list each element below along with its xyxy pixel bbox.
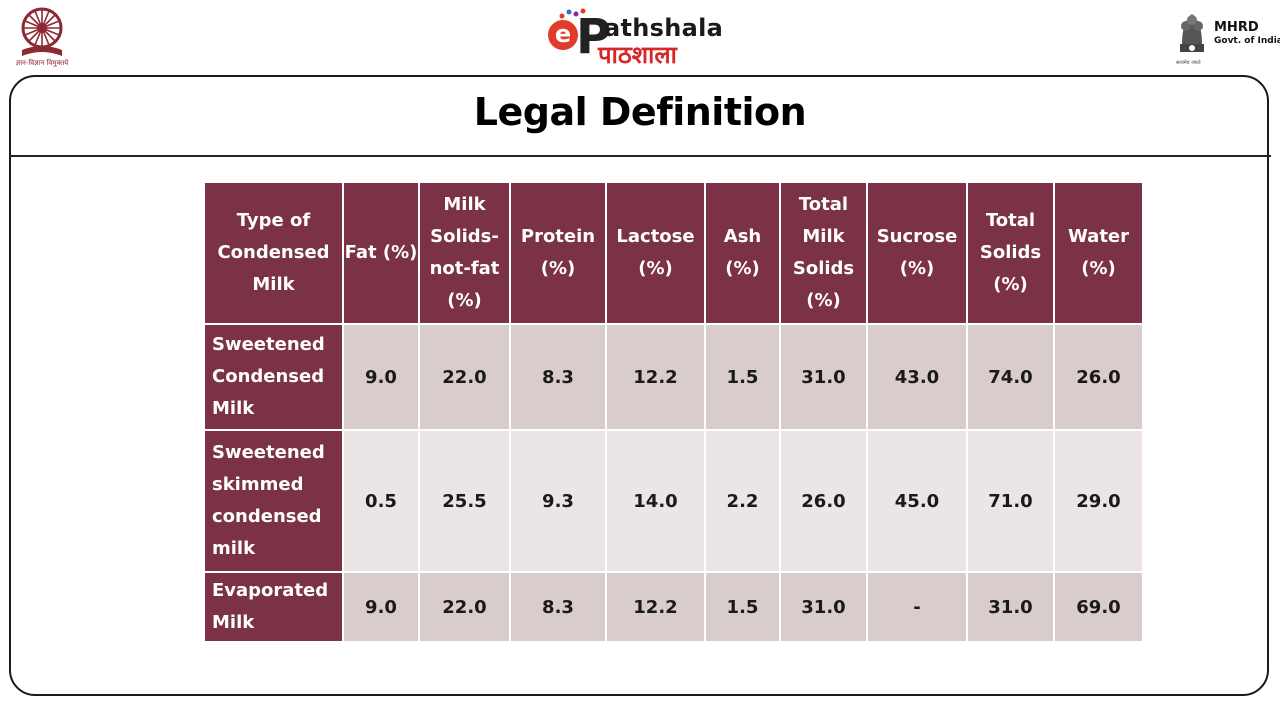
row-label: Evaporated Milk (205, 573, 342, 641)
ugc-logo: ज्ञान-विज्ञान विमुक्तये (10, 6, 74, 74)
header-cell: Lactose (%) (607, 183, 704, 325)
header-cell: Type of Condensed Milk (205, 183, 342, 325)
table-cell: 31.0 (781, 325, 866, 431)
govt-label: Govt. of India (1214, 36, 1280, 46)
table-cell: 69.0 (1055, 573, 1142, 641)
table-cell: - (868, 573, 966, 641)
left-logo-tagline: ज्ञान-विज्ञान विमुक्तये (15, 59, 69, 67)
table-cell: 71.0 (968, 431, 1053, 573)
table-header-row: Type of Condensed Milk Fat (%) Milk Soli… (205, 183, 1142, 325)
row-label: Sweetened Condensed Milk (205, 325, 342, 431)
table-cell: 1.5 (706, 573, 779, 641)
logo-word-hindi: पाठशाला (598, 41, 677, 69)
header-cell: Milk Solids-not-fat (%) (420, 183, 509, 325)
table-cell: 43.0 (868, 325, 966, 431)
ashoka-emblem-icon (1180, 14, 1204, 52)
table-cell: 31.0 (968, 573, 1053, 641)
composition-table: Type of Condensed Milk Fat (%) Milk Soli… (205, 183, 1144, 641)
epathshala-logo: e P athshala पाठशाला (546, 6, 736, 69)
logo-word-latin: athshala (604, 14, 724, 42)
table-cell: 14.0 (607, 431, 704, 573)
table-cell: 74.0 (968, 325, 1053, 431)
university-wheel-icon (21, 7, 63, 56)
header-cell: Total Solids (%) (968, 183, 1053, 325)
header-cell: Ash (%) (706, 183, 779, 325)
table-row: Evaporated Milk 9.0 22.0 8.3 12.2 1.5 31… (205, 573, 1142, 641)
emblem-motto: सत्यमेव जयते (1176, 60, 1201, 66)
table-cell: 31.0 (781, 573, 866, 641)
header-cell: Water (%) (1055, 183, 1142, 325)
table-cell: 45.0 (868, 431, 966, 573)
logo-letter-e: e (548, 20, 578, 50)
header: ज्ञान-विज्ञान विमुक्तये e P athshala पाठ… (0, 0, 1280, 76)
mhrd-logo: MHRD Govt. of India सत्यमेव जयते (1172, 8, 1280, 70)
table-cell: 12.2 (607, 325, 704, 431)
table-cell: 9.0 (344, 325, 418, 431)
table-cell: 29.0 (1055, 431, 1142, 573)
mhrd-label: MHRD (1214, 20, 1259, 35)
table-cell: 9.3 (511, 431, 605, 573)
table-cell: 2.2 (706, 431, 779, 573)
table-row: Sweetened skimmed condensed milk 0.5 25.… (205, 431, 1142, 573)
table-cell: 9.0 (344, 573, 418, 641)
table-cell: 1.5 (706, 325, 779, 431)
title-divider (9, 155, 1271, 157)
table-cell: 8.3 (511, 573, 605, 641)
table-cell: 0.5 (344, 431, 418, 573)
table-row: Sweetened Condensed Milk 9.0 22.0 8.3 12… (205, 325, 1142, 431)
table-cell: 26.0 (781, 431, 866, 573)
table-cell: 22.0 (420, 325, 509, 431)
table-cell: 22.0 (420, 573, 509, 641)
row-label: Sweetened skimmed condensed milk (205, 431, 342, 573)
data-table: Type of Condensed Milk Fat (%) Milk Soli… (203, 183, 1144, 641)
header-cell: Total Milk Solids (%) (781, 183, 866, 325)
slide-title: Legal Definition (473, 90, 807, 134)
dots-icon (559, 8, 586, 19)
table-cell: 25.5 (420, 431, 509, 573)
header-cell: Protein (%) (511, 183, 605, 325)
table-cell: 12.2 (607, 573, 704, 641)
table-cell: 8.3 (511, 325, 605, 431)
header-cell: Fat (%) (344, 183, 418, 325)
header-cell: Sucrose (%) (868, 183, 966, 325)
table-cell: 26.0 (1055, 325, 1142, 431)
